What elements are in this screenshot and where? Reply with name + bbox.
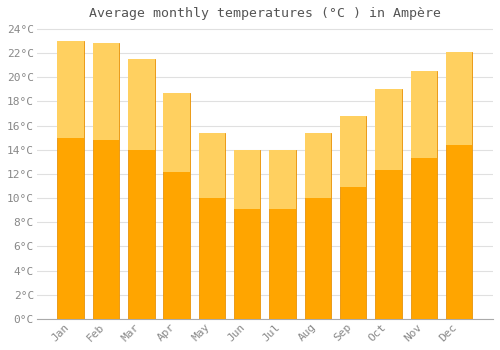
Bar	[410, 71, 437, 319]
Bar	[93, 43, 120, 319]
Bar	[375, 89, 402, 319]
Bar	[93, 43, 120, 140]
Bar	[164, 93, 190, 319]
Bar	[128, 59, 154, 319]
Bar	[270, 150, 296, 209]
Bar	[304, 133, 331, 198]
Bar	[58, 41, 84, 319]
Bar	[446, 52, 472, 145]
Title: Average monthly temperatures (°C ) in Ampère: Average monthly temperatures (°C ) in Am…	[89, 7, 441, 20]
Bar	[164, 93, 190, 172]
Bar	[340, 116, 366, 319]
Bar	[128, 59, 154, 150]
Bar	[198, 133, 225, 319]
Bar	[446, 52, 472, 319]
Bar	[340, 116, 366, 187]
Bar	[234, 150, 260, 209]
Bar	[234, 150, 260, 319]
Bar	[58, 41, 84, 138]
Bar	[304, 133, 331, 319]
Bar	[198, 133, 225, 198]
Bar	[375, 89, 402, 170]
Bar	[410, 71, 437, 158]
Bar	[270, 150, 296, 319]
